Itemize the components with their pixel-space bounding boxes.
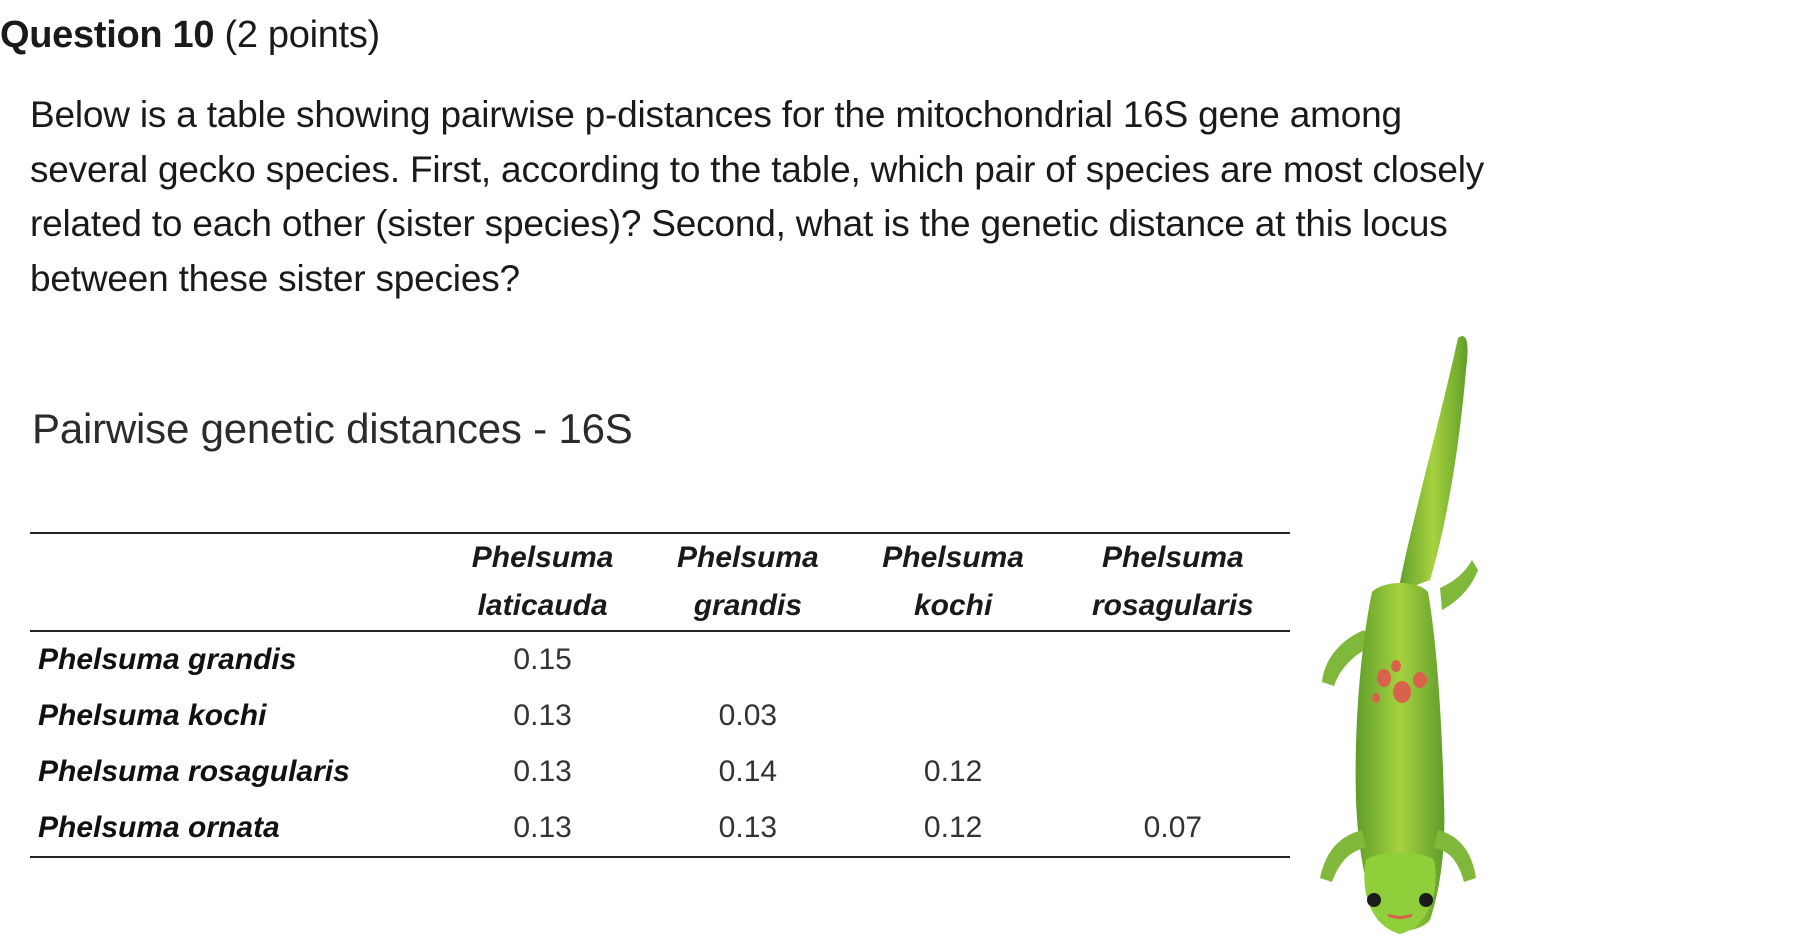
gecko-head-stripe: [1387, 913, 1413, 919]
gecko-body: [1355, 583, 1445, 931]
row-label: Phelsuma grandis: [38, 643, 297, 676]
question-header: Question 10 (2 points): [0, 12, 380, 58]
distance-cell: 0.12: [923, 811, 983, 844]
column-header-species: rosagularis: [1092, 589, 1254, 622]
gecko-front-leg-right: [1434, 830, 1476, 882]
distance-cell: [645, 631, 850, 688]
distance-cell: 0.07: [1143, 811, 1203, 844]
gecko-image: [1320, 336, 1478, 934]
distance-cell: [1056, 631, 1290, 688]
row-label: Phelsuma ornata: [38, 811, 280, 844]
row-label: Phelsuma kochi: [38, 699, 267, 732]
table-corner-cell: [30, 533, 440, 631]
question-title: Question 10: [0, 14, 215, 56]
column-header-species: kochi: [913, 589, 993, 622]
gecko-tail: [1398, 336, 1468, 592]
column-header-species: grandis: [693, 589, 803, 622]
distance-cell: 0.13: [718, 811, 778, 844]
gecko-front-leg-left: [1320, 830, 1366, 882]
distance-cell: [851, 631, 1056, 688]
distance-cell: 0.13: [513, 755, 572, 788]
column-header: Phelsuma kochi: [851, 533, 1056, 631]
distance-table: Phelsuma laticauda Phelsuma grandis Phel…: [30, 532, 1290, 858]
gecko-eye-left: [1367, 893, 1381, 907]
distance-cell: [851, 688, 1056, 744]
distance-cell: 0.15: [513, 643, 572, 676]
table-row: Phelsuma rosagularis 0.13 0.14 0.12: [30, 744, 1290, 800]
column-header-species: laticauda: [477, 589, 608, 622]
distance-cell: 0.14: [718, 755, 778, 788]
column-header-genus: Phelsuma: [471, 541, 614, 574]
table-title: Pairwise genetic distances - 16S: [32, 405, 633, 452]
column-header-genus: Phelsuma: [1102, 541, 1244, 574]
table-header-row: Phelsuma laticauda Phelsuma grandis Phel…: [30, 533, 1290, 631]
column-header: Phelsuma rosagularis: [1056, 533, 1290, 631]
gecko-head: [1364, 852, 1436, 934]
distance-cell: [1056, 688, 1290, 744]
column-header-genus: Phelsuma: [882, 541, 1024, 574]
gecko-back-leg-right: [1440, 560, 1478, 610]
question-text: Below is a table showing pairwise p-dist…: [30, 94, 1485, 299]
row-label: Phelsuma rosagularis: [38, 755, 350, 788]
distance-cell: 0.13: [513, 811, 572, 844]
distance-cell: 0.13: [513, 699, 572, 732]
question-points: (2 points): [224, 14, 380, 56]
gecko-back-leg-left: [1322, 630, 1374, 686]
table-row: Phelsuma kochi 0.13 0.03: [30, 688, 1290, 744]
table-row: Phelsuma ornata 0.13 0.13 0.12 0.07: [30, 800, 1290, 857]
column-header-genus: Phelsuma: [677, 541, 819, 574]
distance-cell: [1056, 744, 1290, 800]
distance-cell: 0.03: [718, 699, 778, 732]
table-row: Phelsuma grandis 0.15: [30, 631, 1290, 688]
column-header: Phelsuma grandis: [645, 533, 850, 631]
gecko-eye-right: [1419, 893, 1433, 907]
distance-cell: 0.12: [923, 755, 983, 788]
gecko-spots: [1372, 660, 1427, 703]
column-header: Phelsuma laticauda: [440, 533, 645, 631]
